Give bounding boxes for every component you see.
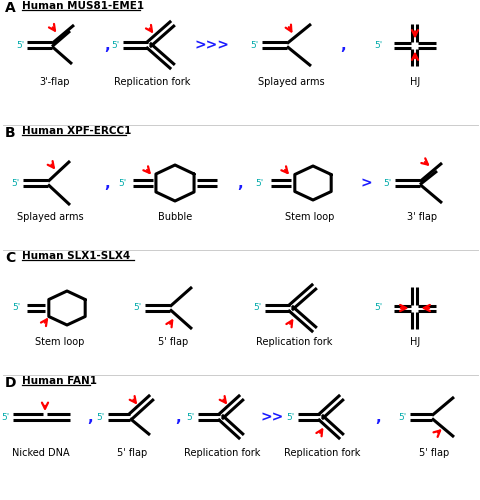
Text: 5' flap: 5' flap <box>157 337 188 347</box>
Text: 5' flap: 5' flap <box>117 448 147 458</box>
Text: 5' flap: 5' flap <box>418 448 448 458</box>
Text: 5': 5' <box>255 178 264 188</box>
Text: >>: >> <box>260 410 283 424</box>
Text: 5': 5' <box>2 412 10 422</box>
Text: Replication fork: Replication fork <box>255 337 332 347</box>
Text: Human XPF-ERCC1: Human XPF-ERCC1 <box>22 126 131 136</box>
Text: 5': 5' <box>111 40 120 50</box>
Text: 5': 5' <box>13 304 21 312</box>
Text: Replication fork: Replication fork <box>114 77 190 87</box>
Text: 3' flap: 3' flap <box>406 212 436 222</box>
Text: C: C <box>5 251 15 265</box>
Text: B: B <box>5 126 15 140</box>
Text: 5': 5' <box>383 178 391 188</box>
Text: D: D <box>5 376 16 390</box>
Text: ,: , <box>87 410 93 424</box>
Text: ,: , <box>104 176 109 190</box>
Text: 5': 5' <box>374 40 382 50</box>
Text: Nicked DNA: Nicked DNA <box>12 448 70 458</box>
Text: ,: , <box>374 410 380 424</box>
Text: 5': 5' <box>398 412 406 422</box>
Text: Human MUS81-EME1: Human MUS81-EME1 <box>22 1 144 11</box>
Text: 5': 5' <box>186 412 194 422</box>
Text: Stem loop: Stem loop <box>35 337 84 347</box>
Text: 5': 5' <box>12 178 20 188</box>
Text: 5': 5' <box>253 304 262 312</box>
Text: 5': 5' <box>374 304 382 312</box>
Text: ,: , <box>175 410 180 424</box>
Text: 5': 5' <box>119 178 127 188</box>
Text: 3'-flap: 3'-flap <box>40 77 70 87</box>
Text: A: A <box>5 1 16 15</box>
Text: Replication fork: Replication fork <box>283 448 360 458</box>
Text: HJ: HJ <box>409 77 419 87</box>
Text: HJ: HJ <box>409 337 419 347</box>
Text: ,: , <box>339 38 345 52</box>
Text: ,: , <box>237 176 242 190</box>
Text: 5': 5' <box>250 40 258 50</box>
Text: Bubble: Bubble <box>157 212 192 222</box>
Text: Human FAN1: Human FAN1 <box>22 376 97 386</box>
Text: 5': 5' <box>286 412 294 422</box>
Text: 5': 5' <box>17 40 25 50</box>
Text: Splayed arms: Splayed arms <box>17 212 83 222</box>
Text: Splayed arms: Splayed arms <box>257 77 324 87</box>
Text: >>>: >>> <box>194 38 229 52</box>
Text: Human SLX1-SLX4: Human SLX1-SLX4 <box>22 251 130 261</box>
Text: 5': 5' <box>96 412 105 422</box>
Text: >: > <box>360 176 371 190</box>
Text: 5': 5' <box>133 304 142 312</box>
Text: Replication fork: Replication fork <box>183 448 260 458</box>
Text: ,: , <box>104 38 109 52</box>
Text: Stem loop: Stem loop <box>285 212 334 222</box>
